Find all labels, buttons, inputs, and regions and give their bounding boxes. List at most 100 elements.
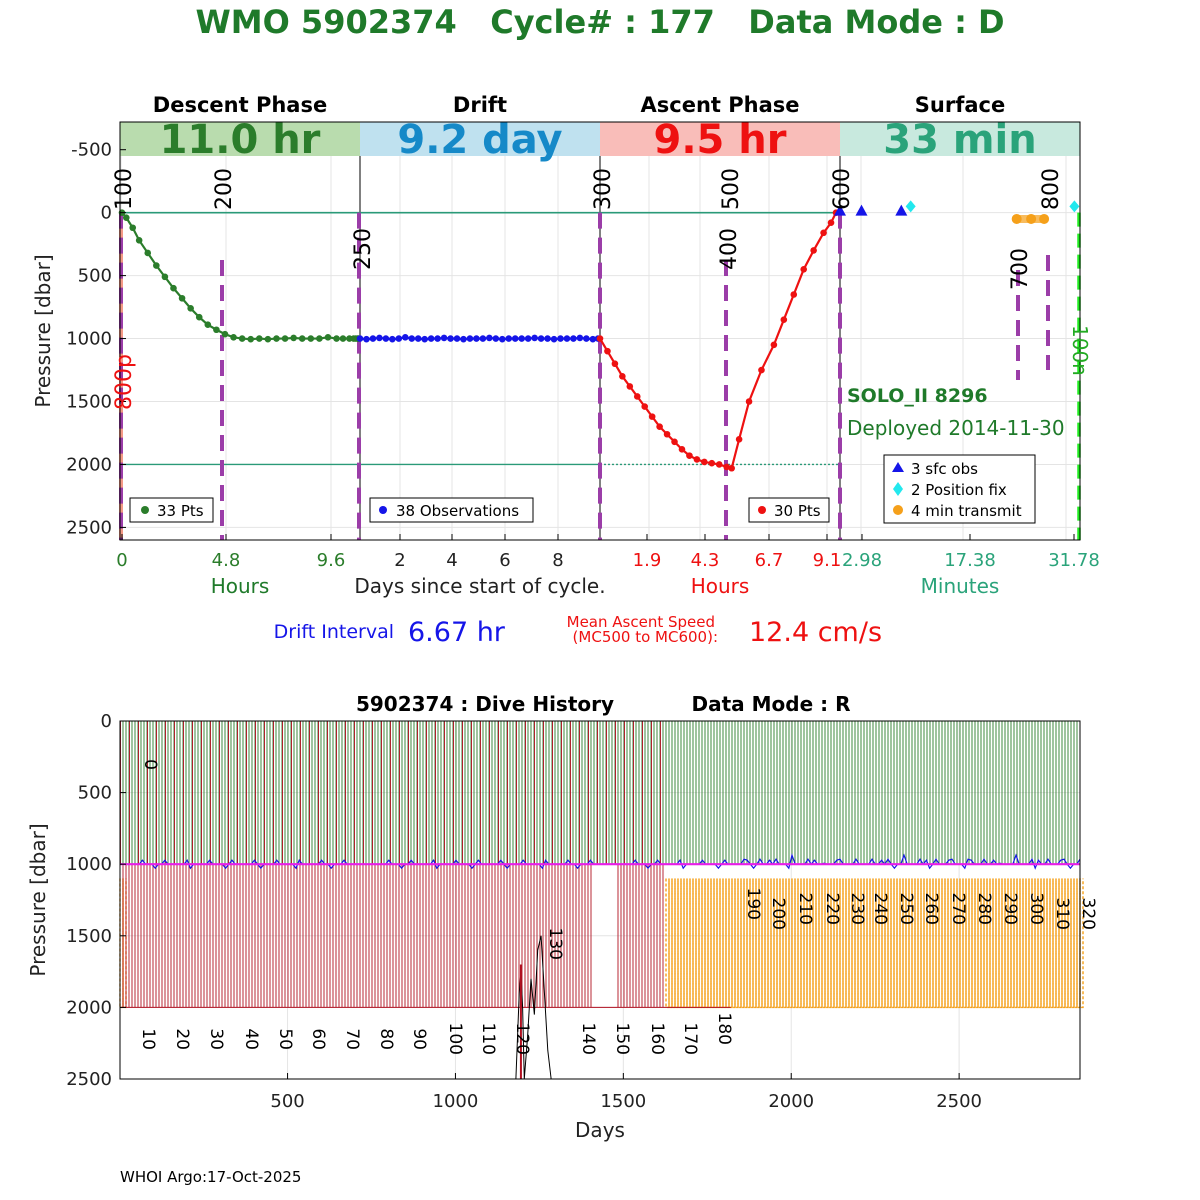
bottom-y-tick-label: 0 bbox=[101, 711, 112, 732]
main-title: WMO 5902374 Cycle# : 177 Data Mode : D bbox=[195, 3, 1004, 41]
phase-band-2 bbox=[600, 122, 840, 156]
float-model-label: SOLO_II 8296 bbox=[847, 385, 988, 407]
cycle-label-260: 260 bbox=[921, 893, 941, 925]
profile-cycle-orange bbox=[971, 878, 976, 1009]
ascent-x-tick-label: 4.3 bbox=[691, 550, 720, 571]
ascent-point bbox=[820, 229, 827, 237]
profile-cycle-orange bbox=[872, 878, 877, 1009]
descent-point bbox=[230, 333, 237, 341]
top-axes-frame bbox=[119, 121, 1081, 541]
drift-legend: 38 Observations bbox=[369, 497, 534, 523]
descent-point bbox=[324, 333, 332, 341]
profile-cycle-orange bbox=[815, 878, 820, 1009]
profile-cycle-orange bbox=[743, 878, 748, 1009]
surface-legend-diamond-marker bbox=[893, 482, 903, 496]
bottom-y-tick-label: 2500 bbox=[66, 1069, 112, 1090]
descent-point bbox=[264, 335, 272, 343]
profile-cycle-orange bbox=[1016, 878, 1021, 1009]
profile-cycle-orange bbox=[860, 878, 865, 1009]
drift-point bbox=[414, 335, 422, 342]
descent-point bbox=[204, 321, 212, 329]
bottom-y-axis-label: Pressure [dbar] bbox=[26, 823, 50, 976]
descent-point bbox=[187, 305, 194, 312]
surface-x-tick-label: 31.78 bbox=[1048, 550, 1100, 571]
ascent-point bbox=[735, 435, 743, 443]
drift-point bbox=[356, 335, 364, 342]
profile-cycle-orange bbox=[848, 878, 853, 1009]
profile-cycle-orange bbox=[1007, 878, 1012, 1009]
descent-point bbox=[290, 334, 297, 342]
cycle-label-140: 140 bbox=[578, 1023, 598, 1055]
drift-point bbox=[434, 335, 441, 342]
profile-cycle-orange bbox=[965, 878, 970, 1009]
ascent-point bbox=[648, 413, 656, 420]
profile-cycle-orange bbox=[890, 878, 895, 1009]
descent-point bbox=[256, 335, 263, 342]
cycle-label-150: 150 bbox=[612, 1023, 632, 1055]
profile-cycle-orange bbox=[767, 878, 772, 1009]
profile-cycle-orange bbox=[752, 878, 757, 1009]
surface-legend-circle-marker bbox=[893, 505, 903, 515]
ascent-point bbox=[611, 360, 619, 368]
cycle-label-40: 40 bbox=[241, 1028, 261, 1050]
profile-cycle-orange bbox=[1013, 878, 1018, 1009]
drift-legend-marker bbox=[379, 506, 387, 514]
drift-point bbox=[589, 335, 597, 343]
profile-cycle-orange bbox=[917, 878, 922, 1009]
drift-point bbox=[505, 335, 513, 342]
cycle-label-180: 180 bbox=[714, 1013, 734, 1045]
drift-point bbox=[479, 335, 487, 342]
profile-cycle-orange bbox=[788, 878, 793, 1009]
profile-cycle-orange bbox=[1073, 878, 1078, 1009]
descent-point bbox=[333, 335, 340, 342]
surface-legend: 3 sfc obs 2 Position fix 4 min transmit bbox=[883, 454, 1036, 524]
profile-cycle-orange bbox=[794, 878, 799, 1009]
drift-point bbox=[466, 335, 474, 342]
dive-history-data-mode: Data Mode : R bbox=[692, 692, 851, 716]
profile-cycle-orange bbox=[950, 878, 955, 1009]
drift-point bbox=[389, 335, 396, 343]
profile-cycle-orange bbox=[944, 878, 949, 1009]
bottom-y-tick-label: 1500 bbox=[66, 926, 112, 947]
mc-label-100: 100 bbox=[112, 168, 137, 210]
ascent-point bbox=[671, 438, 678, 446]
bottom-x-axis-label: Days bbox=[575, 1118, 625, 1142]
cycle-label-90: 90 bbox=[409, 1028, 429, 1050]
drift-point bbox=[382, 335, 390, 342]
ascent-point bbox=[619, 373, 626, 380]
ascent-point bbox=[810, 247, 817, 254]
cycle-label-320: 320 bbox=[1078, 898, 1098, 930]
profile-cycle-orange bbox=[908, 878, 913, 1009]
profile-cycle-orange bbox=[785, 878, 790, 1009]
profile-cycle-orange bbox=[992, 878, 997, 1009]
profile-cycle-orange bbox=[995, 878, 1000, 1009]
surface-obs-marker bbox=[834, 204, 846, 216]
cycle-label-230: 230 bbox=[847, 893, 867, 925]
descent-point bbox=[307, 335, 315, 342]
profile-cycle-orange bbox=[782, 878, 787, 1009]
transmit-marker bbox=[1039, 213, 1050, 224]
profile-cycle-orange bbox=[845, 878, 850, 1009]
mc-label-600: 600 bbox=[830, 168, 855, 210]
cycle-label-300: 300 bbox=[1026, 893, 1046, 925]
descent-point bbox=[221, 330, 229, 338]
footer-credit: WHOI Argo:17-Oct-2025 bbox=[120, 1168, 301, 1186]
deployed-label: Deployed 2014-11-30 bbox=[847, 416, 1065, 440]
drift-point bbox=[486, 334, 493, 342]
profile-cycle-orange bbox=[851, 878, 856, 1009]
descent-point bbox=[316, 335, 323, 342]
profile-cycle-orange bbox=[923, 878, 928, 1009]
cycle-label-270: 270 bbox=[948, 893, 968, 925]
phase-duration-2: 9.5 hr bbox=[654, 117, 787, 163]
cycle-label-250: 250 bbox=[896, 893, 916, 925]
descent-point bbox=[281, 335, 289, 342]
drift-point bbox=[544, 335, 551, 342]
bottom-x-tick-label: 2500 bbox=[936, 1091, 982, 1112]
drift-point bbox=[453, 335, 461, 342]
descent-point bbox=[247, 335, 255, 343]
cycle-label-130: 130 bbox=[545, 928, 565, 960]
descent-x-tick-label: 0 bbox=[116, 550, 127, 571]
drift-legend-label: 38 Observations bbox=[396, 502, 519, 520]
phase-name-3: Surface bbox=[915, 93, 1005, 117]
